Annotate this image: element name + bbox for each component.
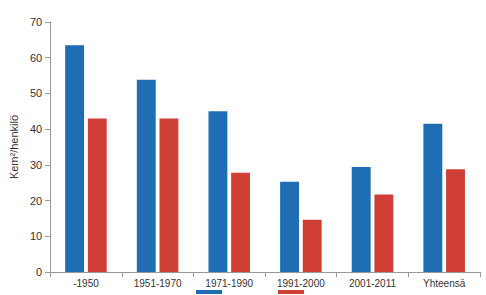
- svg-text:50: 50: [30, 87, 42, 99]
- svg-text:70: 70: [30, 16, 42, 28]
- svg-text:30: 30: [30, 159, 42, 171]
- svg-text:-1950: -1950: [73, 278, 99, 289]
- svg-text:10: 10: [30, 230, 42, 242]
- svg-text:1991-2000: 1991-2000: [277, 278, 325, 289]
- svg-text:Kem²/henkilö: Kem²/henkilö: [8, 115, 20, 179]
- svg-text:2001-2011: 2001-2011: [349, 278, 397, 289]
- svg-text:1971-1990: 1971-1990: [205, 278, 253, 289]
- svg-text:20: 20: [30, 195, 42, 207]
- svg-text:Yhteensä: Yhteensä: [423, 278, 466, 289]
- svg-text:60: 60: [30, 52, 42, 64]
- svg-text:1951-1970: 1951-1970: [134, 278, 182, 289]
- svg-text:0: 0: [36, 266, 42, 278]
- svg-text:40: 40: [30, 123, 42, 135]
